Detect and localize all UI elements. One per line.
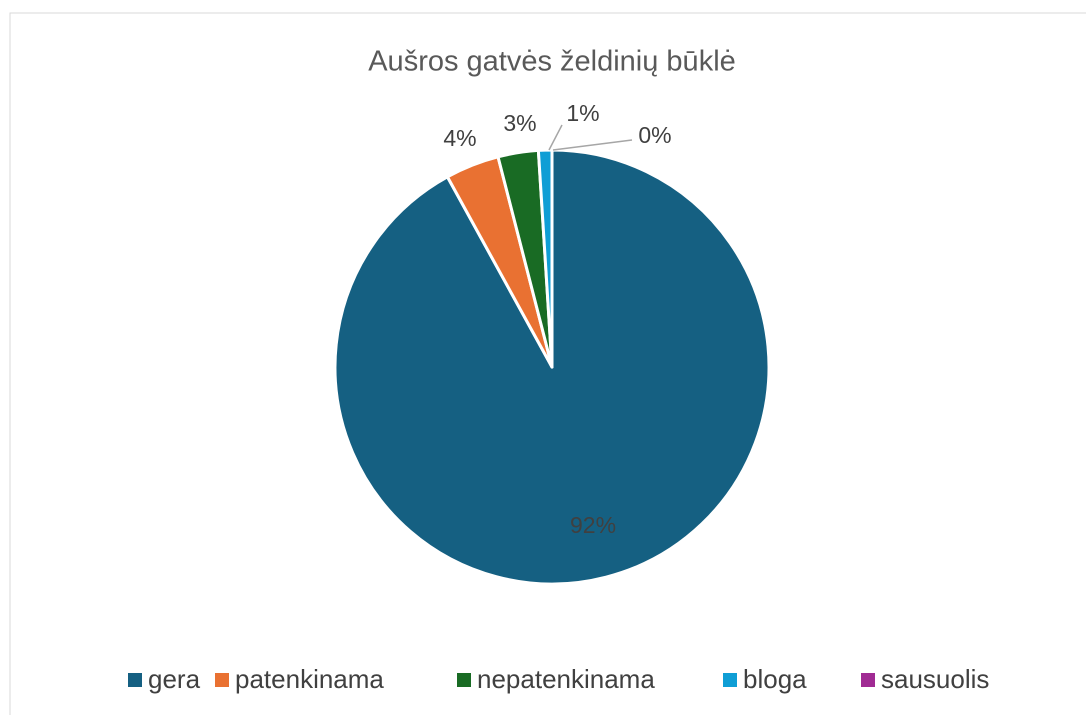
chart-title: Aušros gatvės želdinių būklė	[368, 46, 736, 78]
legend-swatch	[723, 673, 737, 687]
legend-label: patenkinama	[235, 664, 384, 694]
leader-line	[548, 124, 563, 151]
data-label: 3%	[503, 110, 536, 136]
legend-swatch	[215, 673, 229, 687]
legend-label: gera	[148, 664, 201, 694]
legend-label: bloga	[743, 664, 807, 694]
legend-swatch	[861, 673, 875, 687]
data-label: 0%	[638, 122, 671, 148]
data-label: 4%	[443, 125, 476, 151]
legend-swatch	[128, 673, 142, 687]
leader-line	[552, 139, 633, 151]
legend-swatch	[457, 673, 471, 687]
legend-label: sausuolis	[881, 664, 989, 694]
legend-label: nepatenkinama	[477, 664, 655, 694]
data-label: 1%	[566, 100, 599, 126]
data-label: 92%	[570, 512, 616, 538]
